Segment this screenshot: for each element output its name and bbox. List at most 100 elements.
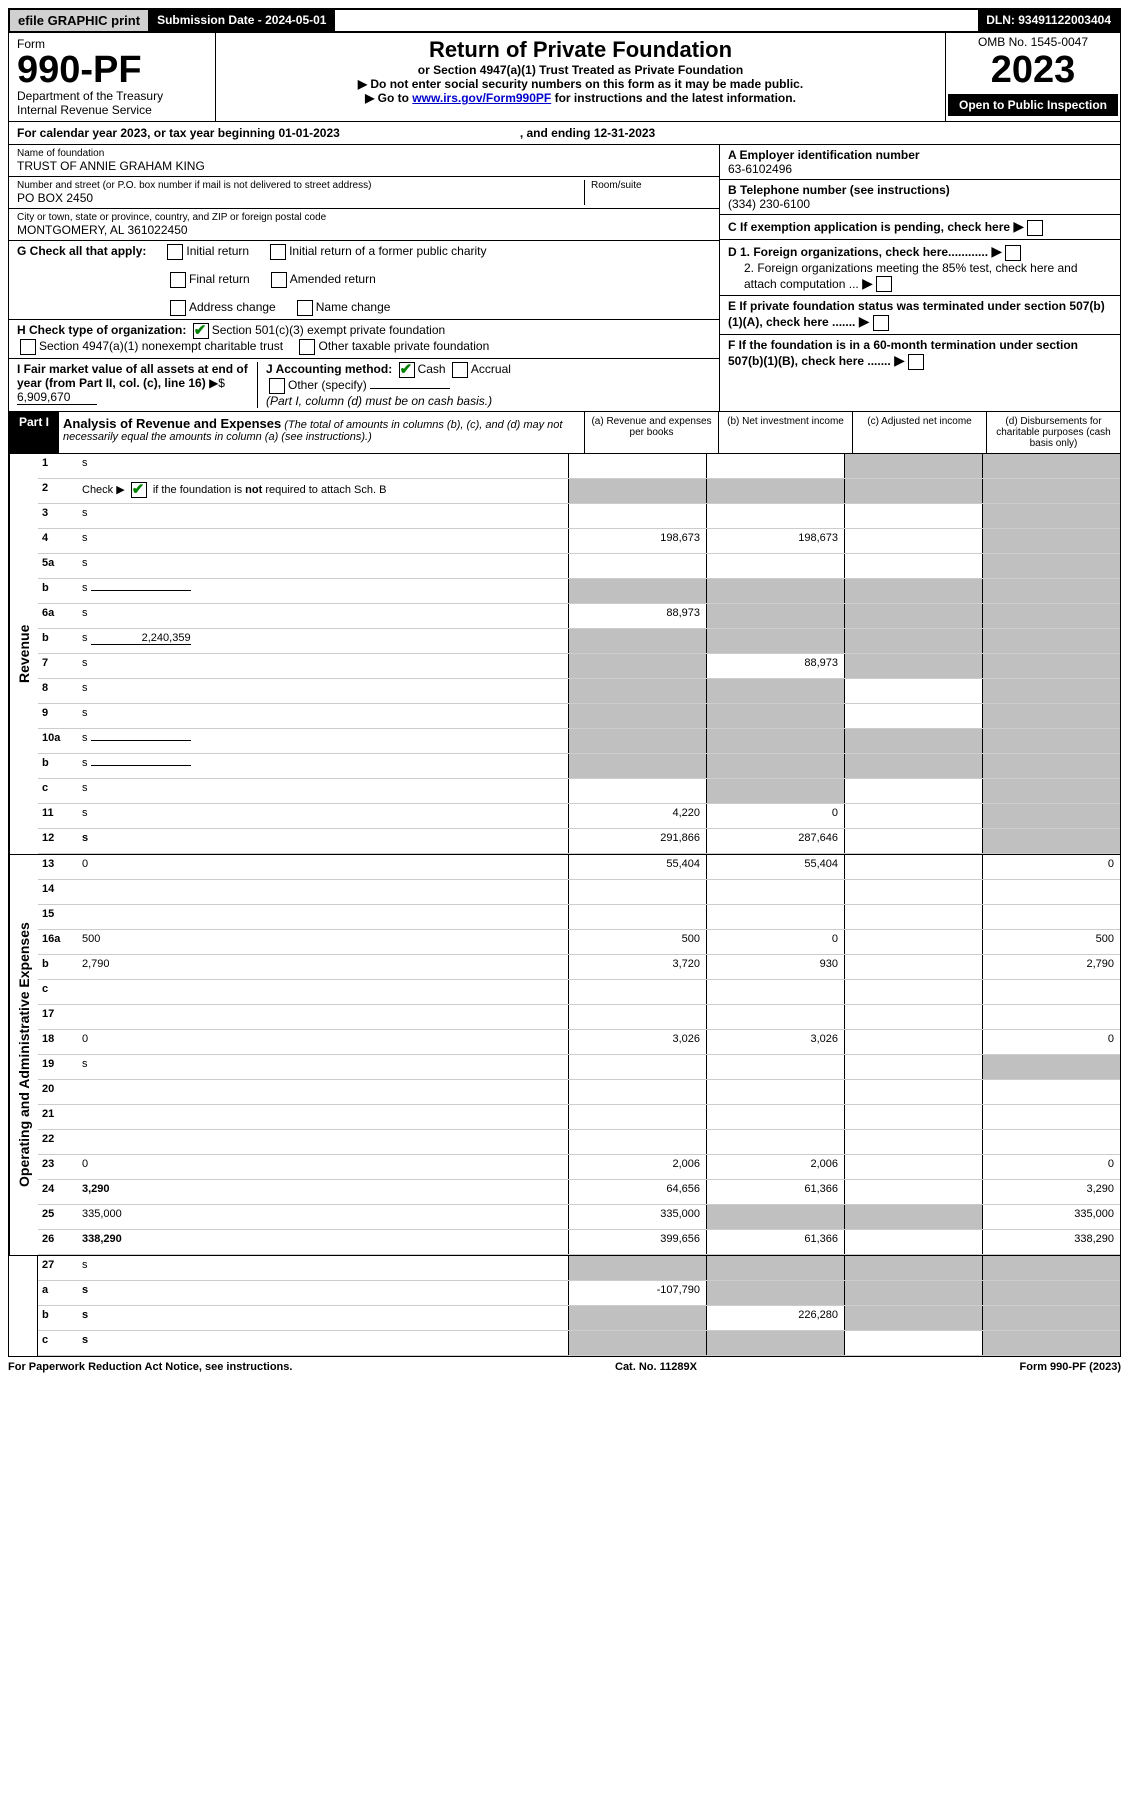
cell-c <box>844 829 982 853</box>
cell-c <box>844 529 982 553</box>
cell-a <box>568 880 706 904</box>
check-accrual[interactable] <box>452 362 468 378</box>
line-description: s <box>78 554 568 578</box>
line-number: b <box>38 1306 78 1330</box>
check-c[interactable] <box>1027 220 1043 236</box>
cell-d <box>982 829 1120 853</box>
line-description: s <box>78 654 568 678</box>
line-number: 13 <box>38 855 78 879</box>
table-row: 9s <box>38 704 1120 729</box>
line-number: a <box>38 1281 78 1305</box>
cell-b <box>706 554 844 578</box>
cell-a <box>568 754 706 778</box>
table-row: 2302,0062,0060 <box>38 1155 1120 1180</box>
check-other-acct[interactable] <box>269 378 285 394</box>
top-bar: efile GRAPHIC print Submission Date - 20… <box>8 8 1121 33</box>
identification-section: Name of foundation TRUST OF ANNIE GRAHAM… <box>8 145 1121 412</box>
cell-c <box>844 579 982 603</box>
form-title: Return of Private Foundation <box>220 37 941 63</box>
check-cash[interactable] <box>399 362 415 378</box>
cell-d: 500 <box>982 930 1120 954</box>
line-number: 24 <box>38 1180 78 1204</box>
cell-d <box>982 804 1120 828</box>
line-number: 9 <box>38 704 78 728</box>
cell-a <box>568 1055 706 1079</box>
table-row: 13055,40455,4040 <box>38 855 1120 880</box>
table-row: as-107,790 <box>38 1281 1120 1306</box>
table-row: 8s <box>38 679 1120 704</box>
cell-b: 198,673 <box>706 529 844 553</box>
check-amended[interactable] <box>271 272 287 288</box>
open-public-badge: Open to Public Inspection <box>948 94 1118 116</box>
table-row: bs <box>38 579 1120 604</box>
check-d1[interactable] <box>1005 245 1021 261</box>
cell-a <box>568 729 706 753</box>
cell-a <box>568 1331 706 1355</box>
cell-d <box>982 454 1120 478</box>
cell-c <box>844 1180 982 1204</box>
line-description: s <box>78 604 568 628</box>
expenses-side-label: Operating and Administrative Expenses <box>9 855 38 1255</box>
form-note1: ▶ Do not enter social security numbers o… <box>220 77 941 91</box>
table-row: 17 <box>38 1005 1120 1030</box>
table-row: 14 <box>38 880 1120 905</box>
cell-b <box>706 1331 844 1355</box>
check-other-tax[interactable] <box>299 339 315 355</box>
check-address[interactable] <box>170 300 186 316</box>
cell-a: 399,656 <box>568 1230 706 1254</box>
cell-d <box>982 779 1120 803</box>
check-e[interactable] <box>873 315 889 331</box>
form-subtitle: or Section 4947(a)(1) Trust Treated as P… <box>220 63 941 77</box>
cell-c <box>844 804 982 828</box>
calendar-year-row: For calendar year 2023, or tax year begi… <box>8 122 1121 145</box>
table-row: 1803,0263,0260 <box>38 1030 1120 1055</box>
line-number: 27 <box>38 1256 78 1280</box>
check-namechange[interactable] <box>297 300 313 316</box>
cell-d: 335,000 <box>982 1205 1120 1229</box>
table-row: 243,29064,65661,3663,290 <box>38 1180 1120 1205</box>
cell-d <box>982 980 1120 1004</box>
line-number: 15 <box>38 905 78 929</box>
cell-c <box>844 754 982 778</box>
efile-print-button[interactable]: efile GRAPHIC print <box>10 10 149 31</box>
check-final[interactable] <box>170 272 186 288</box>
cell-c <box>844 1030 982 1054</box>
cell-d <box>982 1281 1120 1305</box>
cell-b <box>706 579 844 603</box>
cell-b: 55,404 <box>706 855 844 879</box>
tax-year: 2023 <box>948 49 1118 92</box>
line-number: 20 <box>38 1080 78 1104</box>
cell-a <box>568 1130 706 1154</box>
cell-c <box>844 479 982 503</box>
cell-b: 930 <box>706 955 844 979</box>
table-row: c <box>38 980 1120 1005</box>
revenue-section: Revenue 1s2Check ▶ if the foundation is … <box>8 454 1121 855</box>
cell-a <box>568 1005 706 1029</box>
check-f[interactable] <box>908 354 924 370</box>
cell-d <box>982 729 1120 753</box>
line-description: s <box>78 1055 568 1079</box>
room-label: Room/suite <box>591 180 711 191</box>
cell-c <box>844 454 982 478</box>
cell-d <box>982 880 1120 904</box>
check-4947[interactable] <box>20 339 36 355</box>
table-row: 5as <box>38 554 1120 579</box>
footer-left: For Paperwork Reduction Act Notice, see … <box>8 1361 292 1373</box>
cell-a: -107,790 <box>568 1281 706 1305</box>
cell-b <box>706 1105 844 1129</box>
cell-c <box>844 930 982 954</box>
check-501c3[interactable] <box>193 323 209 339</box>
table-row: 21 <box>38 1105 1120 1130</box>
check-initial[interactable] <box>167 244 183 260</box>
line-number: 23 <box>38 1155 78 1179</box>
line-description <box>78 1130 568 1154</box>
check-d2[interactable] <box>876 276 892 292</box>
line-number: 1 <box>38 454 78 478</box>
cell-d <box>982 1080 1120 1104</box>
cell-a <box>568 1256 706 1280</box>
irs-link[interactable]: www.irs.gov/Form990PF <box>412 91 551 105</box>
check-initial-public[interactable] <box>270 244 286 260</box>
cell-a <box>568 679 706 703</box>
table-row: 6as88,973 <box>38 604 1120 629</box>
table-row: 16a5005000500 <box>38 930 1120 955</box>
